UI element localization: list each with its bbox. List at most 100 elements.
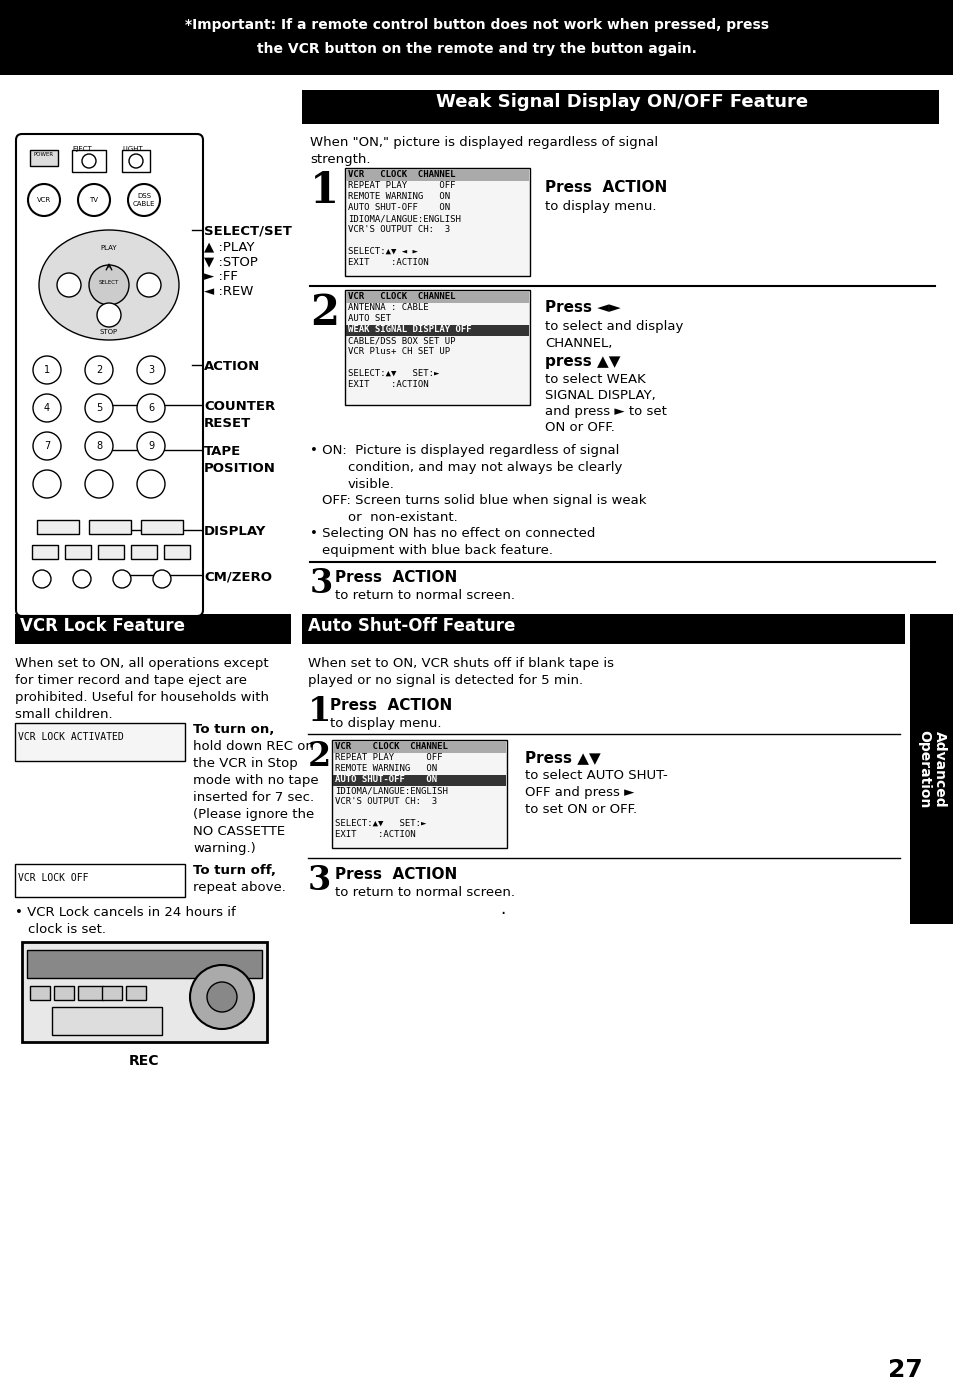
Text: SELECT:▲▼ ◄ ►: SELECT:▲▼ ◄ ►: [348, 246, 417, 256]
Text: REPEAT PLAY      OFF: REPEAT PLAY OFF: [348, 181, 455, 190]
Text: to select WEAK: to select WEAK: [544, 374, 645, 386]
Text: POWER: POWER: [34, 152, 54, 156]
Circle shape: [137, 273, 161, 298]
Text: CM/ZERO: CM/ZERO: [204, 570, 272, 583]
Text: to return to normal screen.: to return to normal screen.: [335, 590, 515, 602]
Circle shape: [85, 432, 112, 459]
Text: 6: 6: [148, 403, 153, 412]
Text: • ON:  Picture is displayed regardless of signal: • ON: Picture is displayed regardless of…: [310, 444, 618, 457]
Bar: [52, 1008, 162, 1035]
Bar: [141, 520, 183, 534]
Text: strength.: strength.: [310, 154, 370, 166]
Text: Press ▲▼: Press ▲▼: [524, 750, 600, 765]
Bar: [346, 291, 529, 303]
Text: CABLE/DSS BOX SET UP: CABLE/DSS BOX SET UP: [348, 336, 455, 345]
Bar: [164, 545, 190, 559]
Text: EXIT    :ACTION: EXIT :ACTION: [348, 381, 428, 389]
Bar: [71, 149, 106, 172]
Circle shape: [82, 154, 96, 167]
Text: AUTO SET: AUTO SET: [348, 314, 391, 322]
Text: to set ON or OFF.: to set ON or OFF.: [524, 803, 637, 817]
Text: VCR   CLOCK  CHANNEL: VCR CLOCK CHANNEL: [348, 170, 455, 179]
Text: ► :FF: ► :FF: [204, 270, 237, 282]
Text: ACTION: ACTION: [204, 360, 260, 374]
Text: 9: 9: [148, 441, 153, 451]
Text: Advanced
Operation: Advanced Operation: [916, 729, 946, 808]
Bar: [27, 949, 262, 978]
Circle shape: [85, 394, 112, 422]
Text: Press  ACTION: Press ACTION: [330, 698, 452, 713]
Text: VCR Lock Feature: VCR Lock Feature: [20, 617, 185, 635]
Bar: [122, 149, 150, 172]
Text: Press  ACTION: Press ACTION: [335, 570, 456, 585]
Text: RESET: RESET: [204, 417, 251, 430]
Circle shape: [78, 184, 110, 216]
Bar: [302, 614, 904, 644]
Text: SELECT:▲▼   SET:►: SELECT:▲▼ SET:►: [348, 370, 439, 378]
Text: STOP: STOP: [100, 329, 118, 335]
Text: ON or OFF.: ON or OFF.: [544, 421, 615, 435]
Text: repeat above.: repeat above.: [193, 882, 286, 894]
Text: mode with no tape: mode with no tape: [193, 774, 318, 787]
Circle shape: [85, 471, 112, 498]
Circle shape: [137, 356, 165, 383]
Text: equipment with blue back feature.: equipment with blue back feature.: [322, 544, 553, 556]
Text: Weak Signal Display ON/OFF Feature: Weak Signal Display ON/OFF Feature: [436, 93, 807, 111]
Text: or  non-existant.: or non-existant.: [348, 511, 457, 525]
Text: VCR Plus+ CH SET UP: VCR Plus+ CH SET UP: [348, 347, 450, 356]
Text: VCR: VCR: [37, 197, 51, 203]
Text: condition, and may not always be clearly: condition, and may not always be clearly: [348, 461, 621, 473]
Bar: [32, 545, 58, 559]
Ellipse shape: [39, 230, 179, 340]
Bar: [333, 775, 505, 786]
Circle shape: [33, 432, 61, 459]
Bar: [346, 325, 529, 336]
Bar: [332, 740, 506, 848]
Text: VCR'S OUTPUT CH:  3: VCR'S OUTPUT CH: 3: [335, 797, 436, 805]
Text: When "ON," picture is displayed regardless of signal: When "ON," picture is displayed regardle…: [310, 136, 658, 149]
Text: SELECT: SELECT: [99, 280, 119, 285]
Circle shape: [89, 264, 129, 304]
Text: 1: 1: [308, 695, 331, 728]
Text: AUTO SHUT-OFF    ON: AUTO SHUT-OFF ON: [335, 775, 436, 783]
Bar: [909, 614, 953, 925]
Text: the VCR in Stop: the VCR in Stop: [193, 757, 297, 770]
Bar: [22, 943, 267, 1042]
FancyBboxPatch shape: [16, 134, 203, 616]
Circle shape: [97, 303, 121, 327]
Text: (Please ignore the: (Please ignore the: [193, 808, 314, 821]
Bar: [15, 614, 291, 644]
Bar: [15, 864, 185, 897]
Text: IDIOMA/LANGUE:ENGLISH: IDIOMA/LANGUE:ENGLISH: [335, 786, 447, 794]
Text: AUTO SHUT-OFF    ON: AUTO SHUT-OFF ON: [348, 203, 450, 212]
Circle shape: [152, 570, 171, 588]
Text: to display menu.: to display menu.: [330, 717, 441, 729]
Text: When set to ON, all operations except: When set to ON, all operations except: [15, 657, 269, 670]
Text: 4: 4: [44, 403, 50, 412]
Bar: [345, 291, 530, 406]
Text: TAPE: TAPE: [204, 446, 241, 458]
Circle shape: [28, 184, 60, 216]
Circle shape: [137, 394, 165, 422]
Text: 7: 7: [44, 441, 51, 451]
Text: REC: REC: [129, 1055, 159, 1068]
Bar: [30, 149, 58, 166]
Text: Press  ACTION: Press ACTION: [544, 180, 666, 195]
Text: 5: 5: [95, 403, 102, 412]
Bar: [98, 545, 124, 559]
Text: When set to ON, VCR shuts off if blank tape is: When set to ON, VCR shuts off if blank t…: [308, 657, 614, 670]
Circle shape: [33, 471, 61, 498]
Circle shape: [57, 273, 81, 298]
Text: press ▲▼: press ▲▼: [544, 354, 619, 370]
Text: REMOTE WARNING   ON: REMOTE WARNING ON: [335, 764, 436, 774]
Text: to return to normal screen.: to return to normal screen.: [335, 886, 515, 900]
Text: to display menu.: to display menu.: [544, 201, 656, 213]
Text: ▼ :STOP: ▼ :STOP: [204, 255, 257, 268]
Text: CHANNEL,: CHANNEL,: [544, 336, 612, 350]
Circle shape: [190, 965, 253, 1028]
Text: POSITION: POSITION: [204, 462, 275, 475]
Bar: [345, 167, 530, 275]
Text: SELECT:▲▼   SET:►: SELECT:▲▼ SET:►: [335, 819, 426, 828]
Bar: [131, 545, 157, 559]
Circle shape: [73, 570, 91, 588]
